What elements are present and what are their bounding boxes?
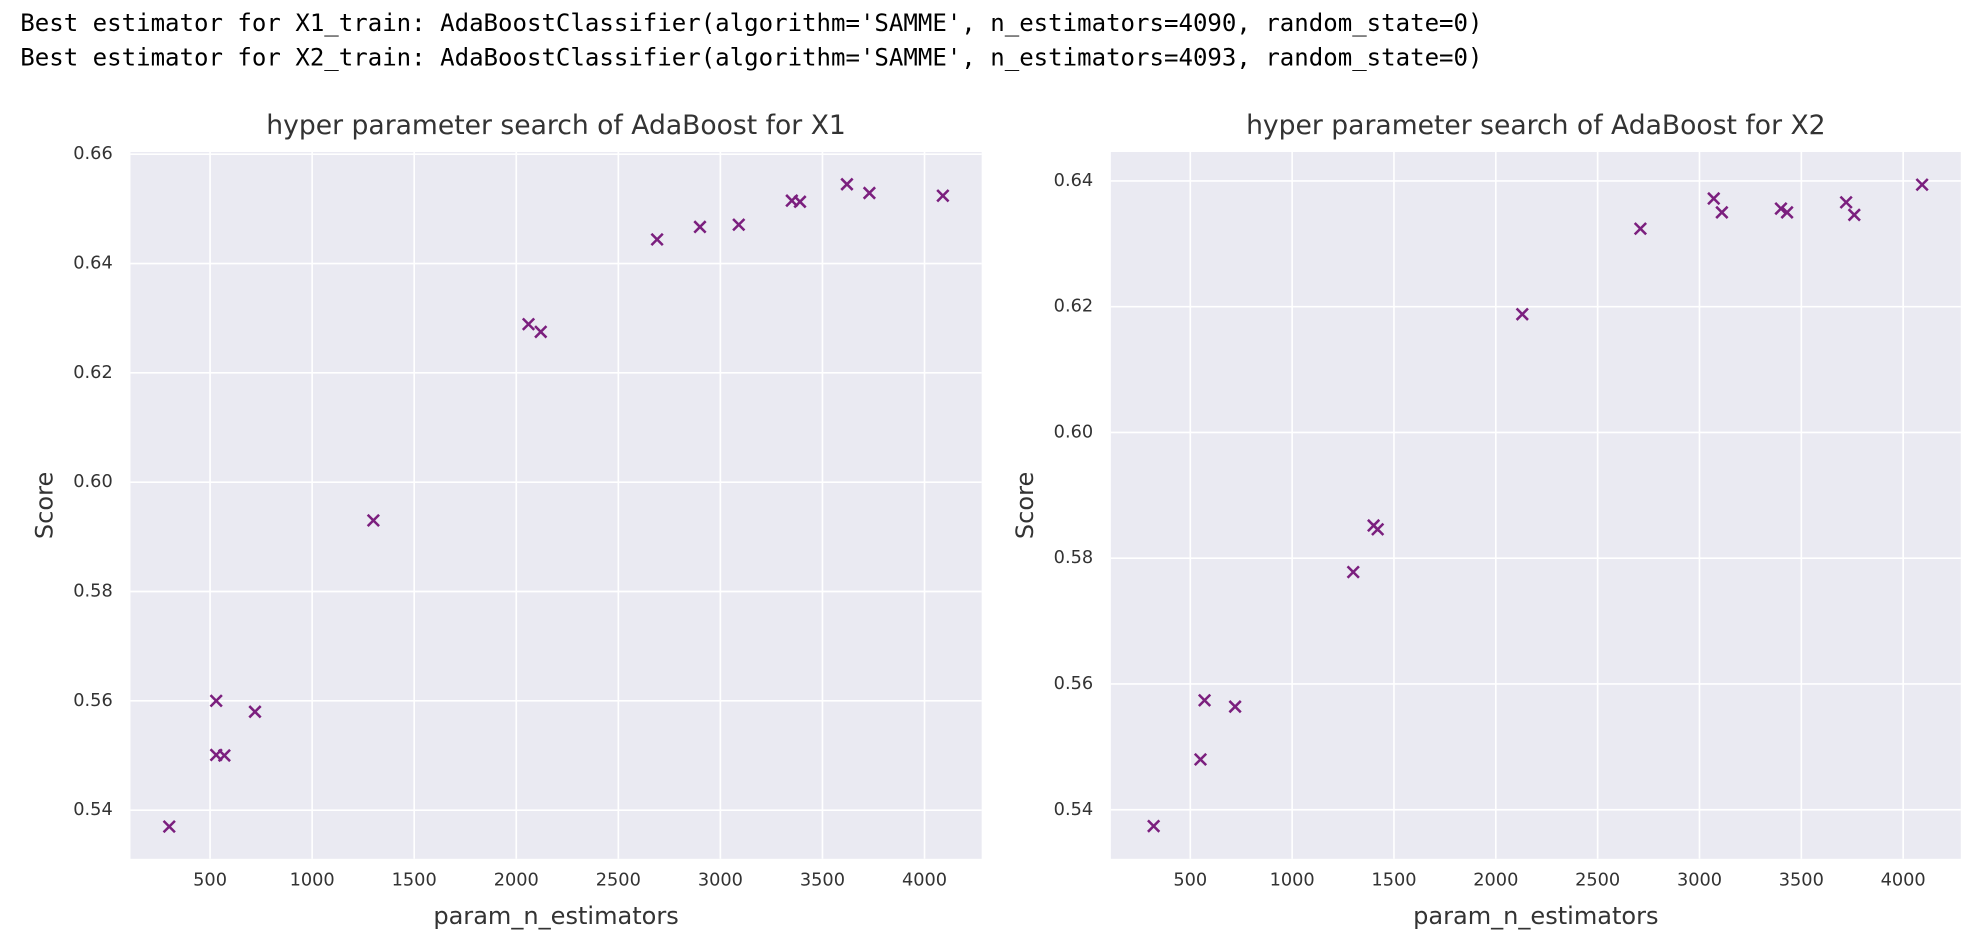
y-tick-label: 0.66 (73, 144, 112, 164)
data-point (1633, 222, 1648, 236)
y-tick-label: 0.60 (1054, 422, 1093, 442)
y-tick-label: 0.58 (73, 581, 112, 601)
x-tick-label: 1500 (392, 870, 437, 890)
x-axis-label: param_n_estimators (1413, 902, 1658, 930)
y-tick-label: 0.58 (1054, 548, 1093, 568)
data-point (840, 177, 854, 191)
data-point (1847, 208, 1861, 222)
data-point (936, 189, 950, 203)
x-tick-label: 2000 (494, 870, 539, 890)
x-tick-label: 4000 (1881, 870, 1926, 890)
data-point (366, 513, 380, 528)
data-point (1515, 307, 1529, 321)
data-point (1839, 195, 1853, 209)
x-tick-label: 1500 (1371, 870, 1416, 890)
x-tick-label: 500 (193, 870, 227, 890)
x-tick-label: 3500 (800, 870, 845, 890)
chart-title: hyper parameter search of AdaBoost for X… (1246, 110, 1826, 141)
data-point (1346, 565, 1360, 579)
data-point (1715, 205, 1729, 219)
data-point (1371, 522, 1385, 536)
data-point (693, 220, 707, 234)
data-point (162, 819, 176, 834)
x-tick-label: 4000 (902, 870, 947, 890)
data-point (1147, 819, 1161, 833)
chart-title: hyper parameter search of AdaBoost for X… (266, 110, 846, 141)
data-point (534, 325, 548, 339)
x-tick-label: 2000 (1473, 870, 1518, 890)
plot-area (1110, 152, 1961, 859)
y-tick-label: 0.56 (73, 691, 112, 711)
data-point (1228, 700, 1242, 714)
x-tick-label: 3000 (1677, 870, 1722, 890)
data-point (862, 186, 876, 200)
data-point (1774, 201, 1788, 216)
y-axis-label: Score (31, 472, 59, 539)
y-tick-label: 0.60 (73, 472, 112, 492)
data-point (248, 705, 262, 719)
plot-area (130, 152, 982, 859)
output-line: Best estimator for X2_train: AdaBoostCla… (20, 43, 1482, 71)
y-tick-label: 0.54 (73, 800, 112, 820)
x-tick-label: 3500 (1779, 870, 1824, 890)
x-axis-label: param_n_estimators (433, 902, 678, 930)
output-line: Best estimator for X1_train: AdaBoostCla… (20, 9, 1482, 37)
data-point (1193, 752, 1208, 767)
data-point (1915, 178, 1929, 192)
chart: hyper parameter search of AdaBoost for X… (1011, 110, 1961, 930)
data-point (1780, 205, 1794, 219)
y-tick-label: 0.62 (1054, 297, 1093, 317)
data-point (209, 694, 223, 708)
data-point (1707, 191, 1721, 206)
x-tick-label: 3000 (698, 870, 743, 890)
y-tick-label: 0.56 (1054, 674, 1093, 694)
x-tick-label: 500 (1173, 870, 1207, 890)
y-tick-label: 0.62 (73, 363, 112, 383)
y-tick-label: 0.64 (73, 254, 112, 274)
x-tick-label: 2500 (596, 870, 641, 890)
data-point (650, 232, 664, 247)
data-point (1197, 693, 1212, 707)
chart: hyper parameter search of AdaBoost for X… (31, 110, 982, 930)
y-tick-label: 0.64 (1054, 171, 1093, 191)
data-point (793, 195, 807, 209)
x-tick-label: 1000 (290, 870, 335, 890)
data-point (217, 748, 231, 763)
y-axis-label: Score (1011, 472, 1039, 539)
x-tick-label: 1000 (1270, 870, 1315, 890)
data-point (521, 317, 536, 331)
y-tick-label: 0.54 (1054, 800, 1093, 820)
data-point (732, 218, 746, 232)
x-tick-label: 2500 (1575, 870, 1620, 890)
